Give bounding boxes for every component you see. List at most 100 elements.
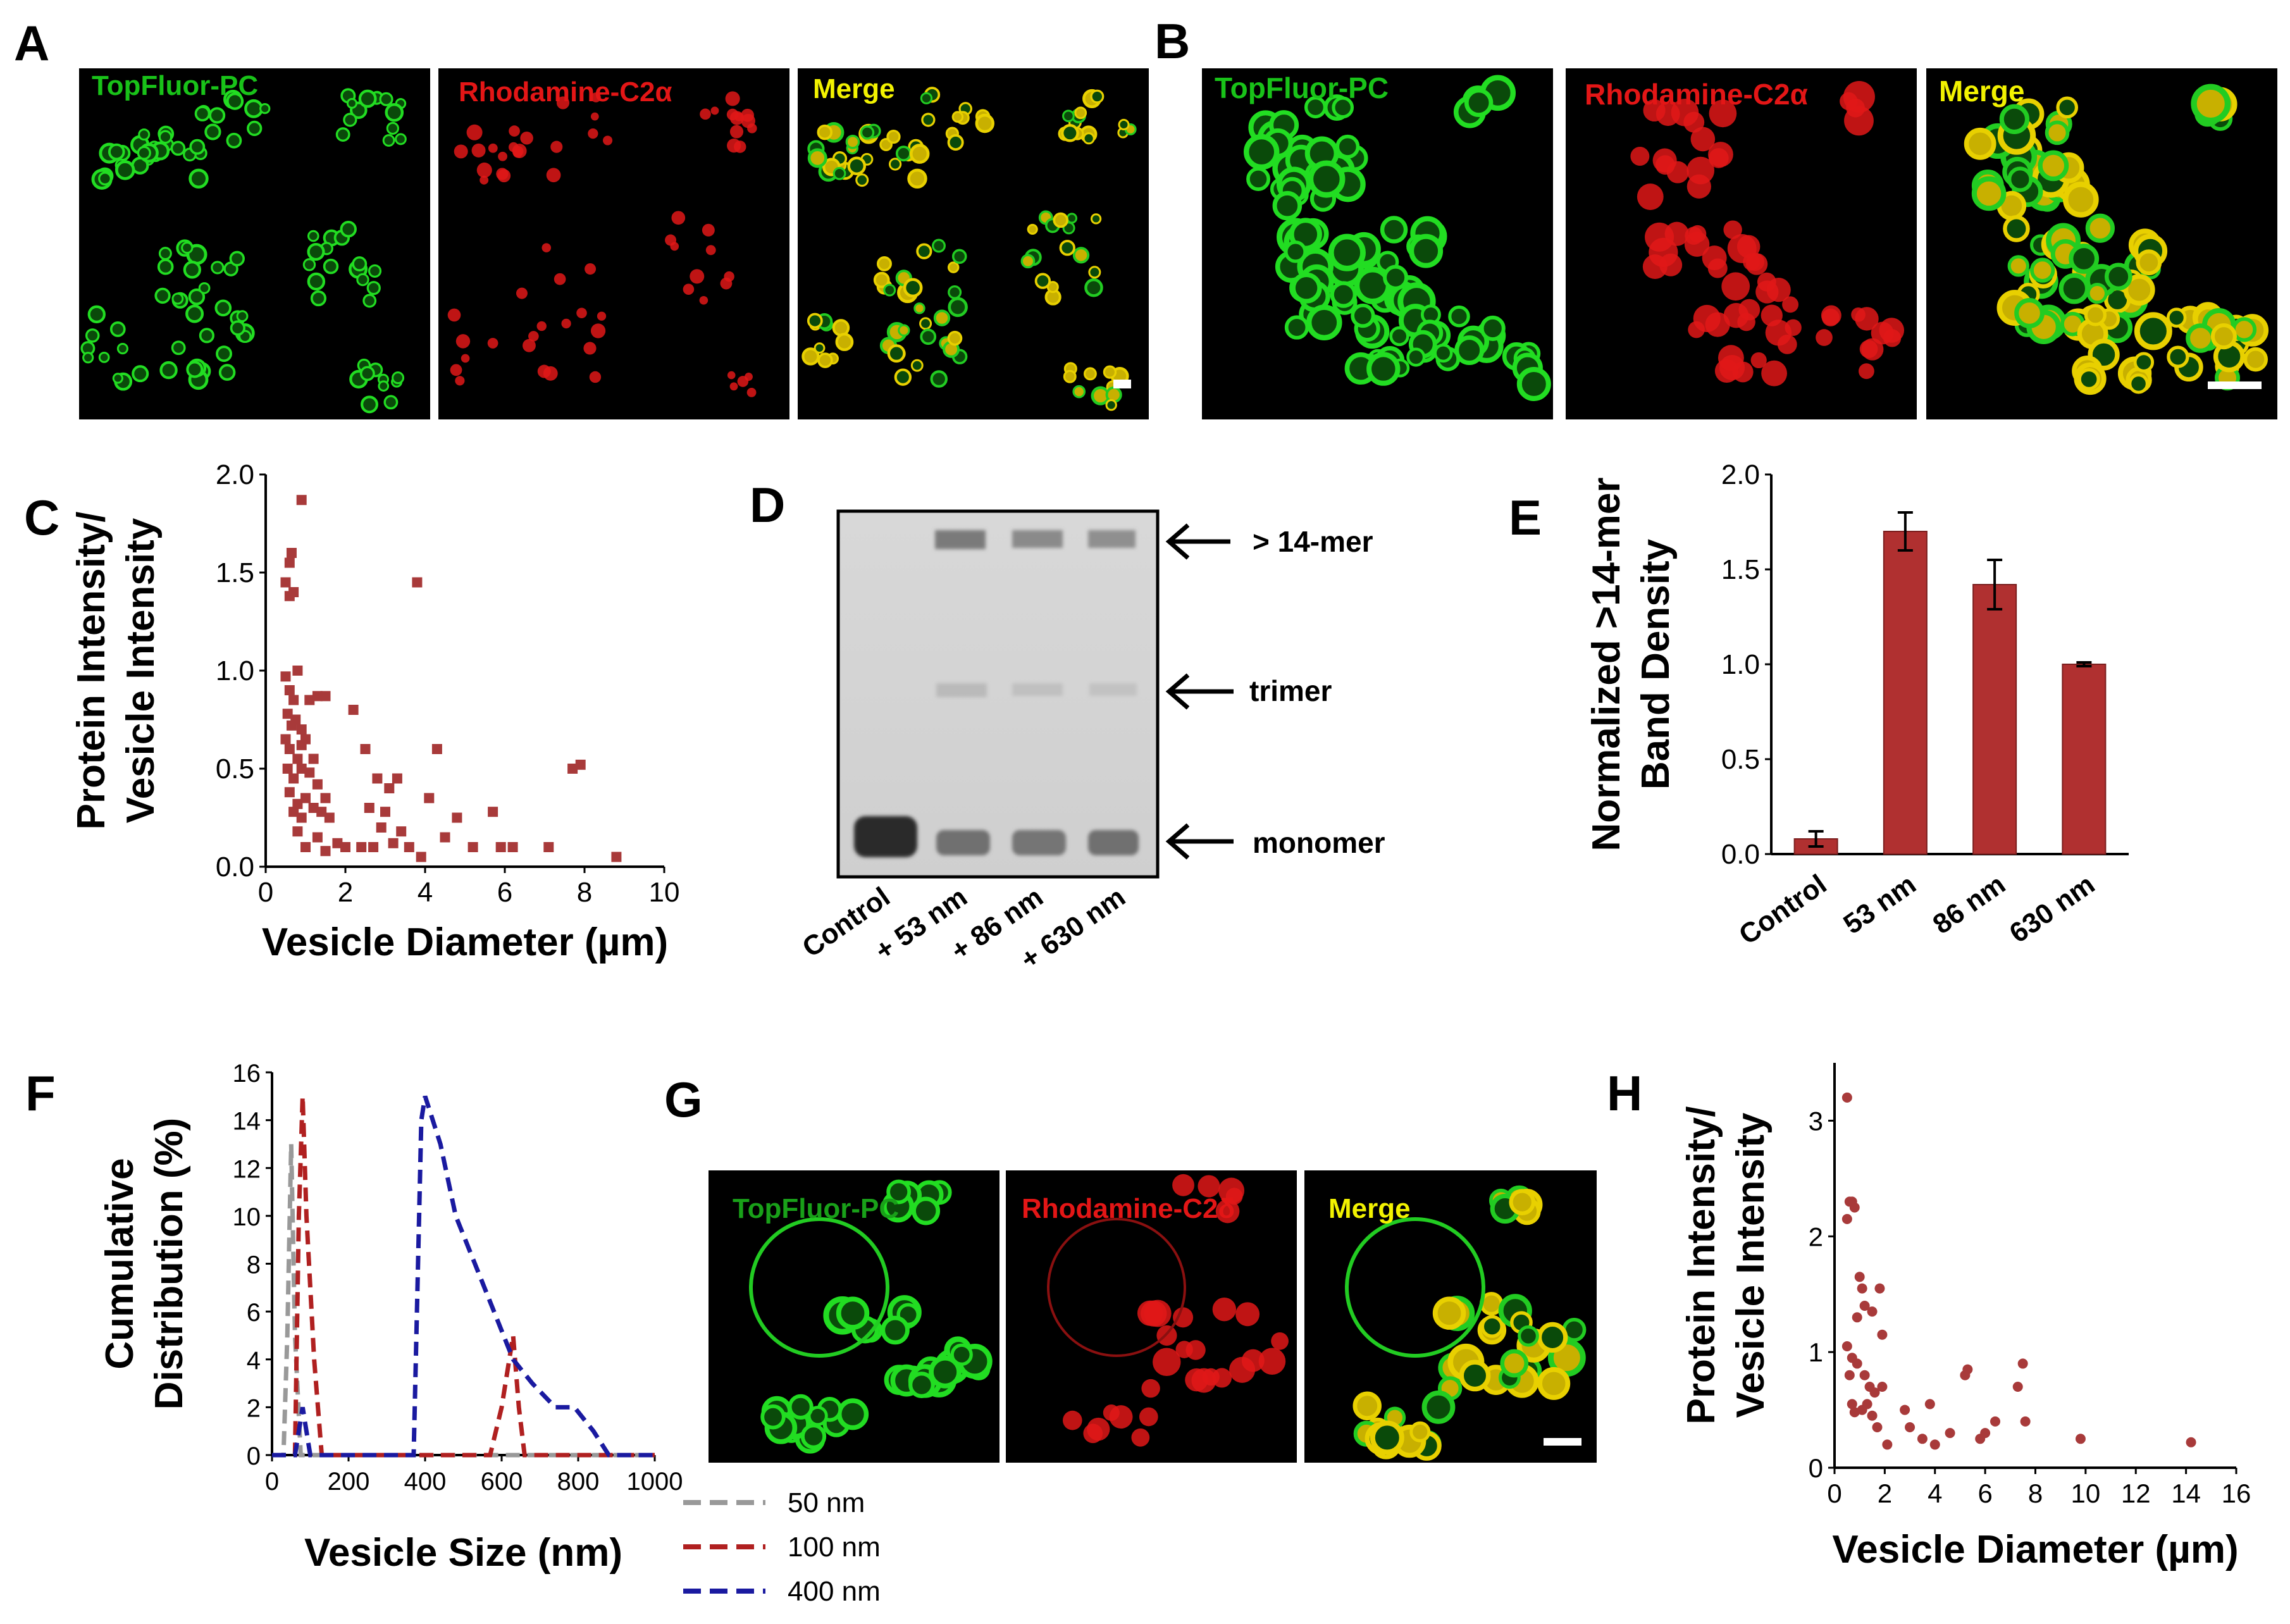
- vesicle: [209, 107, 226, 124]
- panel-b-label-rhodamine: Rhodamine-C2α: [1585, 78, 1808, 111]
- panel-g-micrographs: TopFluor-PC Rhodamine-C2δ Merge: [709, 1170, 1597, 1463]
- x-tick-label: 1000: [627, 1468, 683, 1496]
- merge-spot: [807, 313, 823, 329]
- protein-spot: [590, 112, 599, 121]
- vesicle: [760, 1404, 786, 1430]
- merge-spot: [2056, 96, 2079, 119]
- vesicle: [185, 304, 204, 323]
- protein-spot: [1271, 1332, 1289, 1350]
- protein-spot: [546, 168, 561, 183]
- merge-spot: [913, 302, 925, 314]
- x-tick-label: 86 nm: [1928, 869, 2011, 940]
- merge-spot: [1118, 118, 1130, 130]
- y-tick-label: 0: [247, 1442, 261, 1470]
- vesicle: [132, 365, 149, 383]
- x-tick-label: 14: [2171, 1478, 2201, 1508]
- protein-spot: [1103, 1404, 1120, 1422]
- x-tick-label: 10: [649, 877, 680, 908]
- vesicle: [1243, 133, 1280, 170]
- vesicle: [1380, 216, 1408, 244]
- data-point: [467, 842, 478, 852]
- merge-spot: [2045, 120, 2070, 146]
- panel-g-scale-bar: [1544, 1438, 1581, 1446]
- data-point: [2075, 1434, 2086, 1444]
- gel-band-14mer-lane2: [935, 530, 986, 549]
- vesicle: [385, 102, 404, 122]
- data-point: [1872, 1422, 1883, 1432]
- merge-spot: [2063, 182, 2099, 218]
- vesicle: [912, 1196, 941, 1225]
- protein-spot: [1241, 1349, 1265, 1372]
- y-tick-label: 2.0: [1721, 459, 1760, 490]
- vesicle: [1290, 272, 1322, 304]
- merge-spot: [1964, 127, 1996, 160]
- merge-spot: [2007, 255, 2029, 277]
- merge-spot: [835, 333, 854, 351]
- vesicle: [218, 364, 236, 381]
- merge-spot: [921, 113, 936, 127]
- y-axis-label: Distribution (%): [147, 1118, 191, 1410]
- protein-spot: [520, 132, 533, 145]
- vesicle: [395, 133, 407, 146]
- protein-spot: [1705, 312, 1730, 337]
- merge-spot: [1409, 1421, 1431, 1442]
- data-point: [282, 764, 293, 774]
- protein-spot: [1714, 359, 1739, 383]
- data-point: [1869, 1387, 1880, 1398]
- merge-spot: [847, 156, 867, 175]
- panel-letter-f: F: [25, 1065, 56, 1121]
- y-axis-label: Protein Intensity/: [1680, 1106, 1723, 1425]
- protein-spot: [699, 295, 709, 305]
- data-point: [312, 832, 323, 843]
- merge-spot: [817, 352, 833, 368]
- protein-spot: [1083, 1423, 1103, 1444]
- merge-spot: [886, 129, 901, 144]
- merge-spot: [1352, 1391, 1382, 1420]
- protein-spot: [1708, 142, 1733, 167]
- vesicle: [216, 345, 232, 363]
- vesicle: [244, 99, 264, 118]
- merge-spot: [2210, 323, 2237, 350]
- y-axis-label: Vesicle Intensity: [1729, 1112, 1773, 1418]
- merge-spot: [1480, 1315, 1504, 1338]
- protein-spot: [741, 108, 755, 122]
- protein-spot: [1737, 313, 1755, 332]
- protein-spot: [488, 143, 498, 153]
- vesicle: [1304, 96, 1327, 119]
- merge-spot: [947, 330, 963, 346]
- vesicle: [87, 305, 106, 323]
- vesicle: [211, 261, 225, 275]
- protein-spot: [1846, 98, 1866, 118]
- bar: [1972, 584, 2017, 855]
- merge-spot: [920, 92, 933, 104]
- panel-letter-h: H: [1607, 1065, 1642, 1121]
- data-point: [1841, 1092, 1852, 1103]
- y-tick-label: 1.0: [216, 655, 254, 686]
- data-point: [2186, 1437, 2196, 1447]
- data-point: [412, 577, 423, 588]
- vesicle: [204, 123, 221, 140]
- y-axis-label: Normalized >14-mer: [1585, 478, 1628, 852]
- protein-spot: [1690, 127, 1716, 152]
- vesicle: [1406, 347, 1426, 367]
- protein-spot: [1141, 1379, 1160, 1398]
- data-point: [1962, 1364, 1973, 1375]
- vesicle: [1335, 134, 1360, 159]
- vesicle: [158, 247, 172, 261]
- protein-spot: [543, 366, 558, 381]
- merge-spot: [889, 158, 902, 171]
- protein-spot: [550, 140, 563, 153]
- protein-spot: [1782, 296, 1799, 313]
- vesicle: [346, 97, 357, 109]
- merge-spot: [1432, 1296, 1466, 1330]
- vesicle: [307, 242, 325, 261]
- gel-band-trimer-lane3: [1012, 683, 1063, 696]
- data-point: [384, 783, 395, 793]
- vesicle: [1246, 167, 1271, 191]
- x-tick-label: 2: [1878, 1478, 1892, 1508]
- panel-a-scale-bar: [1113, 380, 1131, 388]
- protein-spot: [487, 338, 498, 349]
- protein-spot: [1131, 1428, 1150, 1447]
- protein-spot: [1879, 318, 1905, 343]
